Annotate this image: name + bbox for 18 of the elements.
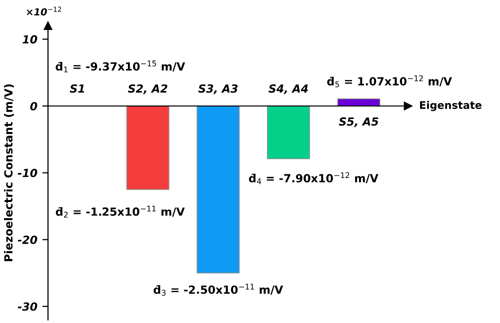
text: ×10$^{−12}$	[26, 6, 62, 16]
x-tick-label: S4, A4	[268, 84, 308, 94]
x-axis-title: Eigenstate	[420, 100, 482, 112]
y-tick-label: -10	[18, 168, 38, 178]
y-tick-label: -30	[18, 302, 38, 311]
y-axis-title: Piezoelectric Constant (m/V)	[4, 84, 14, 262]
y-tick-label: -20	[18, 236, 38, 244]
annotation: d̃$_{4}$ = -7.90x10$^{−12}$ m/V	[248, 172, 378, 184]
annotation: d̃$_{1}$ = -9.37x10$^{−15}$ m/V	[56, 60, 186, 72]
x-tick-label: S2, A2	[128, 84, 168, 94]
x-tick-label: S3, A3	[198, 84, 238, 94]
x-tick-label: S1	[70, 84, 84, 93]
y-tick-label: 10	[22, 35, 38, 44]
annotation: d̃$_{5}$ = 1.07x10$^{−12}$ m/V	[327, 75, 452, 88]
y-tick-label: 0	[30, 102, 38, 110]
annotation: d̃$_{3}$ = -2.50x10$^{−11}$ m/V	[154, 284, 284, 296]
annotation: d̃$_{2}$ = -1.25x10$^{−11}$ m/V	[56, 206, 185, 218]
x-tick-label: S5, A5	[338, 117, 378, 128]
